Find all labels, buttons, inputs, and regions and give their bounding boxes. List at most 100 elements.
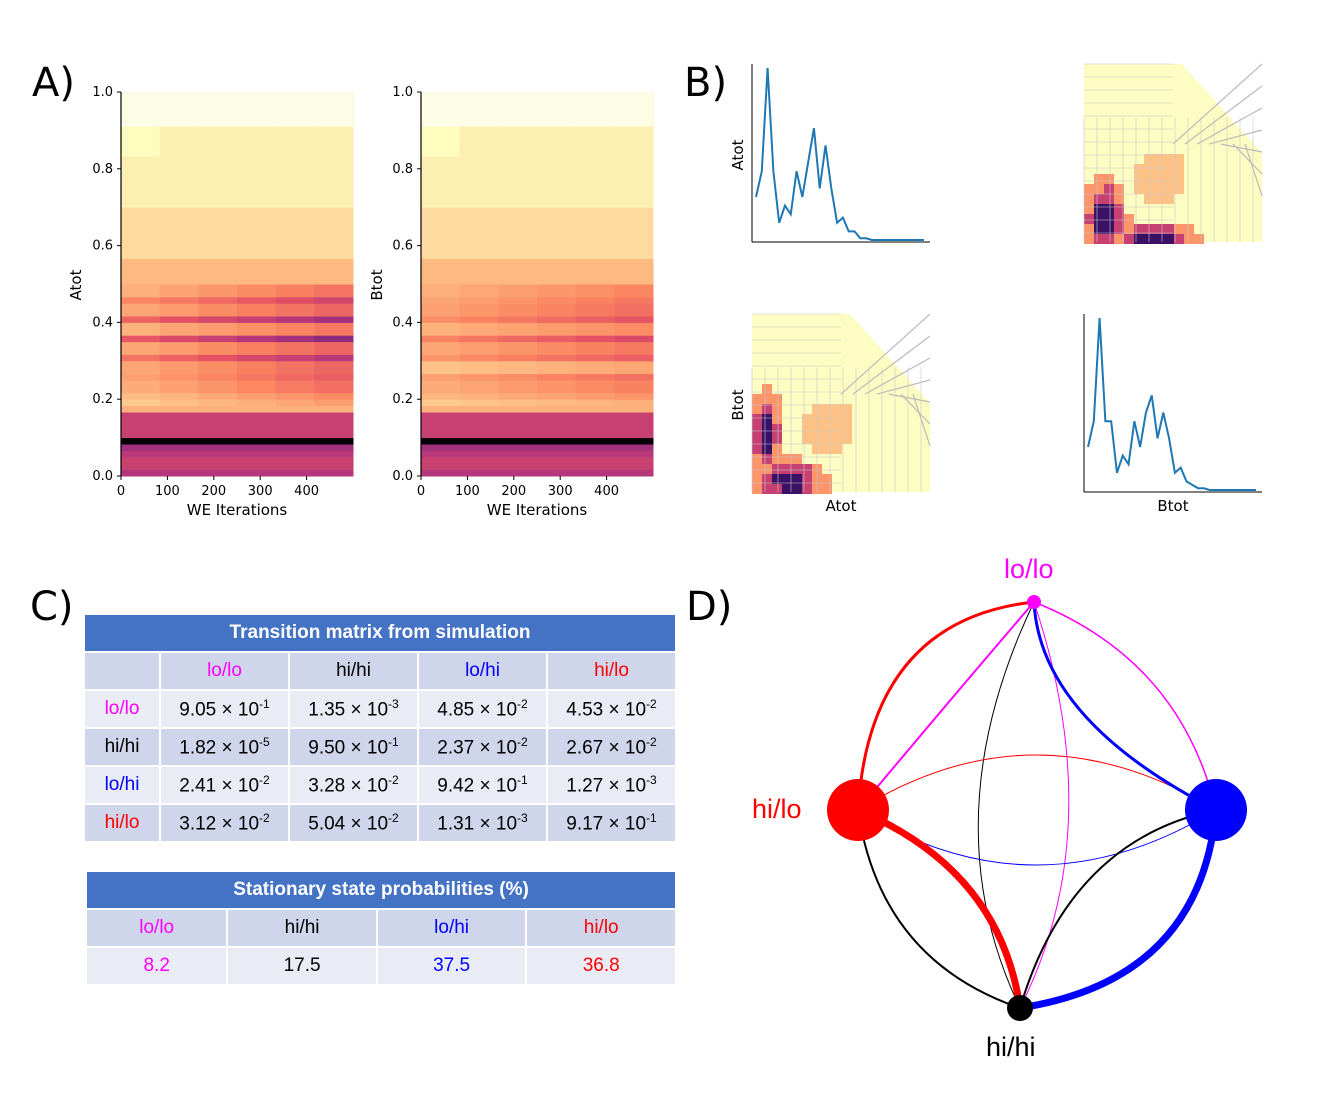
density-cell bbox=[1154, 154, 1164, 164]
heatmap-cell bbox=[575, 322, 615, 330]
density-cell bbox=[1154, 164, 1164, 174]
heatmap-cell bbox=[614, 437, 654, 445]
heatmap-cell bbox=[198, 444, 238, 451]
heatmap-cell bbox=[237, 348, 277, 355]
density-cell bbox=[832, 404, 842, 414]
heatmap-cell bbox=[459, 399, 499, 407]
heatmap-cell bbox=[275, 200, 315, 208]
heatmap-cell bbox=[314, 316, 354, 323]
heatmap-cell bbox=[614, 360, 654, 368]
heatmap-cell bbox=[198, 245, 238, 253]
heatmap-cell bbox=[498, 380, 538, 387]
density-cell bbox=[762, 444, 772, 454]
heatmap-cell bbox=[421, 258, 461, 266]
heatmap-cell bbox=[498, 258, 538, 266]
heatmap-cell bbox=[537, 360, 577, 368]
heatmap-cell bbox=[498, 162, 538, 170]
heatmap-cell bbox=[421, 335, 461, 343]
heatmap-cell bbox=[237, 322, 277, 330]
density-cell bbox=[1194, 234, 1204, 244]
density-cell bbox=[1114, 234, 1124, 244]
heatmap-cell bbox=[537, 124, 577, 131]
heatmap-cell bbox=[459, 200, 499, 208]
heatmap-cell bbox=[537, 386, 577, 394]
heatmap-cell bbox=[421, 200, 461, 208]
density-cell bbox=[1084, 224, 1094, 234]
heatmap-cell bbox=[121, 360, 161, 368]
matrix-cell: 3.12 × 10-2 bbox=[159, 803, 290, 843]
density-cell bbox=[802, 434, 812, 444]
density-cell bbox=[772, 454, 782, 464]
matrix-cell: 4.85 × 10-2 bbox=[417, 689, 548, 729]
heatmap-cell bbox=[314, 290, 354, 298]
heatmap-cell bbox=[275, 213, 315, 221]
heatmap-cell bbox=[121, 386, 161, 394]
heatmap-cell bbox=[121, 168, 161, 176]
heatmap-cell bbox=[614, 296, 654, 304]
heatmap-cell bbox=[537, 162, 577, 170]
heatmap-cell bbox=[121, 271, 161, 279]
heatmap-cell bbox=[614, 424, 654, 432]
density-cell bbox=[1164, 194, 1174, 204]
heatmap-cell bbox=[421, 437, 461, 445]
heatmap-cell bbox=[314, 322, 354, 330]
heatmap-cell bbox=[614, 309, 654, 317]
heatmap-cell bbox=[498, 168, 538, 176]
y-tick-label: 0.2 bbox=[392, 392, 413, 407]
edge-lolo-hihi-black bbox=[977, 601, 1035, 1009]
density-cell bbox=[772, 444, 782, 454]
density-cell bbox=[762, 484, 772, 494]
y-tick-label: 0.4 bbox=[392, 315, 413, 330]
heatmap-cell bbox=[198, 188, 238, 195]
heatmap-cell bbox=[159, 418, 199, 426]
heatmap-cell bbox=[575, 226, 615, 234]
heatmap-cell bbox=[121, 322, 161, 330]
heatmap-cell bbox=[537, 418, 577, 426]
density-cell bbox=[752, 394, 762, 404]
b-bottom-xlabel: Atot bbox=[826, 497, 857, 515]
row-label: hi/hi bbox=[83, 727, 161, 767]
heatmap-cell bbox=[275, 424, 315, 432]
heatmap-cell bbox=[614, 200, 654, 208]
heatmap-cell bbox=[575, 175, 615, 183]
heatmap-cell bbox=[275, 162, 315, 170]
heatmap-cell bbox=[314, 386, 354, 394]
heatmap-cell bbox=[237, 271, 277, 279]
heatmap-cell bbox=[537, 213, 577, 221]
heatmap-cell bbox=[198, 130, 238, 138]
header-lolo: lo/lo bbox=[159, 651, 290, 691]
matrix-cell: 1.31 × 10-3 bbox=[417, 803, 548, 843]
axes-btot: 0.0 0.2 0.4 0.6 0.8 1.0 0 100 200 300 400 bbox=[392, 85, 619, 499]
heatmap-cell bbox=[237, 220, 277, 227]
heatmap-cell bbox=[498, 424, 538, 432]
heatmap-cell bbox=[575, 271, 615, 279]
heatmap-cell bbox=[198, 348, 238, 355]
density-cell bbox=[822, 484, 832, 494]
heatmap-cell bbox=[498, 463, 538, 471]
heatmap-cell bbox=[198, 399, 238, 407]
heatmap-cell bbox=[159, 444, 199, 451]
density-cell bbox=[772, 414, 782, 424]
heatmap-cell bbox=[159, 392, 199, 400]
heatmap-cell bbox=[498, 226, 538, 234]
heatmap-cell bbox=[537, 258, 577, 266]
heatmap-cell bbox=[498, 124, 538, 131]
heatmap-cell bbox=[121, 162, 161, 170]
heatmap-cell bbox=[159, 156, 199, 163]
heatmap-cell bbox=[314, 354, 354, 362]
heatmap-cell bbox=[275, 412, 315, 419]
density-cell bbox=[822, 444, 832, 454]
density-cell bbox=[1164, 174, 1174, 184]
x-tick-label: 400 bbox=[594, 484, 619, 499]
heatmap-cell bbox=[421, 207, 461, 215]
heatmap-cell bbox=[459, 290, 499, 298]
heatmap-cell bbox=[198, 386, 238, 394]
heatmap-cell bbox=[537, 424, 577, 432]
heatmap-cell bbox=[421, 194, 461, 202]
density-cell bbox=[782, 484, 792, 494]
heatmap-cell bbox=[459, 258, 499, 266]
density-cell bbox=[1114, 204, 1124, 214]
heatmap-cell bbox=[498, 328, 538, 336]
heatmap-cell bbox=[121, 405, 161, 413]
heatmap-cell bbox=[198, 424, 238, 432]
